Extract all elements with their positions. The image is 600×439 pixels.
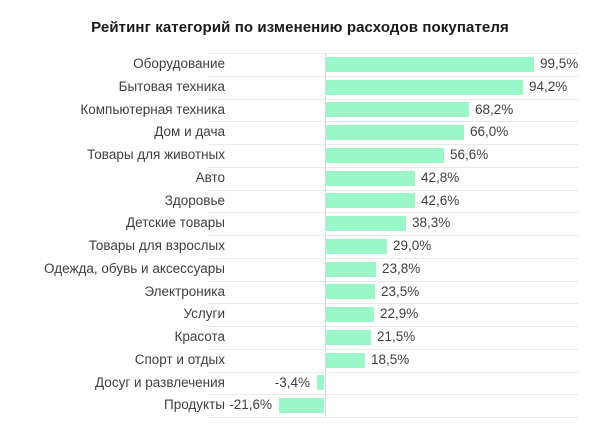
gridline <box>208 417 578 418</box>
value-label: -21,6% <box>229 397 272 413</box>
bar <box>326 102 469 117</box>
category-label: Электроника <box>144 283 225 299</box>
gridline <box>208 281 578 282</box>
category-label: Компьютерная техника <box>80 101 225 117</box>
gridline <box>208 53 578 54</box>
category-label: Детские товары <box>126 215 225 231</box>
value-label: 66,0% <box>470 124 509 140</box>
bar <box>326 171 415 186</box>
gridline <box>208 190 578 191</box>
category-label: Услуги <box>183 306 225 322</box>
value-label: 94,2% <box>529 78 568 94</box>
bar <box>279 398 324 413</box>
category-label: Бытовая техника <box>118 78 225 94</box>
category-label: Оборудование <box>133 56 225 71</box>
gridline <box>208 258 578 259</box>
gridline <box>208 372 578 373</box>
value-label: 18,5% <box>371 351 410 367</box>
category-label: Досуг и развлечения <box>95 374 225 390</box>
value-label: 22,9% <box>380 306 419 322</box>
bar <box>326 307 374 322</box>
bar <box>326 57 534 72</box>
bar <box>326 353 365 368</box>
value-label: 23,5% <box>381 283 420 299</box>
value-label: 38,3% <box>412 215 451 231</box>
gridline <box>208 99 578 100</box>
gridline <box>208 167 578 168</box>
category-label: Товары для животных <box>87 147 225 162</box>
gridline <box>208 326 578 327</box>
gridline <box>208 121 578 122</box>
gridline <box>208 303 578 304</box>
value-label: 42,8% <box>421 169 460 185</box>
value-label: 21,5% <box>377 329 416 344</box>
bar <box>326 262 376 277</box>
gridline <box>208 394 578 395</box>
gridline <box>208 235 578 236</box>
bar <box>326 148 444 163</box>
category-label: Спорт и отдых <box>134 351 225 367</box>
value-label: 29,0% <box>393 238 432 253</box>
gridline <box>208 212 578 213</box>
category-label: Одежда, обувь и аксессуары <box>44 260 225 276</box>
bar <box>326 284 375 299</box>
bar <box>326 193 415 208</box>
category-label: Красота <box>174 329 225 344</box>
gridline <box>208 76 578 77</box>
bar <box>326 330 371 345</box>
gridline <box>208 349 578 350</box>
bar <box>326 216 406 231</box>
bar <box>326 80 523 95</box>
bar <box>317 375 324 390</box>
value-label: 23,8% <box>382 260 421 276</box>
category-label: Здоровье <box>164 192 225 208</box>
value-label: 68,2% <box>475 101 514 117</box>
chart-title: Рейтинг категорий по изменению расходов … <box>91 19 509 36</box>
value-label: 99,5% <box>540 56 579 71</box>
category-label: Товары для взрослых <box>88 238 225 253</box>
value-label: -3,4% <box>274 374 310 390</box>
value-label: 56,6% <box>450 147 489 162</box>
value-label: 42,6% <box>421 192 460 208</box>
gridline <box>208 144 578 145</box>
bar <box>326 125 464 140</box>
category-label: Дом и дача <box>154 124 225 140</box>
category-label: Авто <box>195 169 225 185</box>
zero-axis-line <box>325 53 326 417</box>
category-label: Продукты <box>164 397 225 413</box>
bar <box>326 239 387 254</box>
